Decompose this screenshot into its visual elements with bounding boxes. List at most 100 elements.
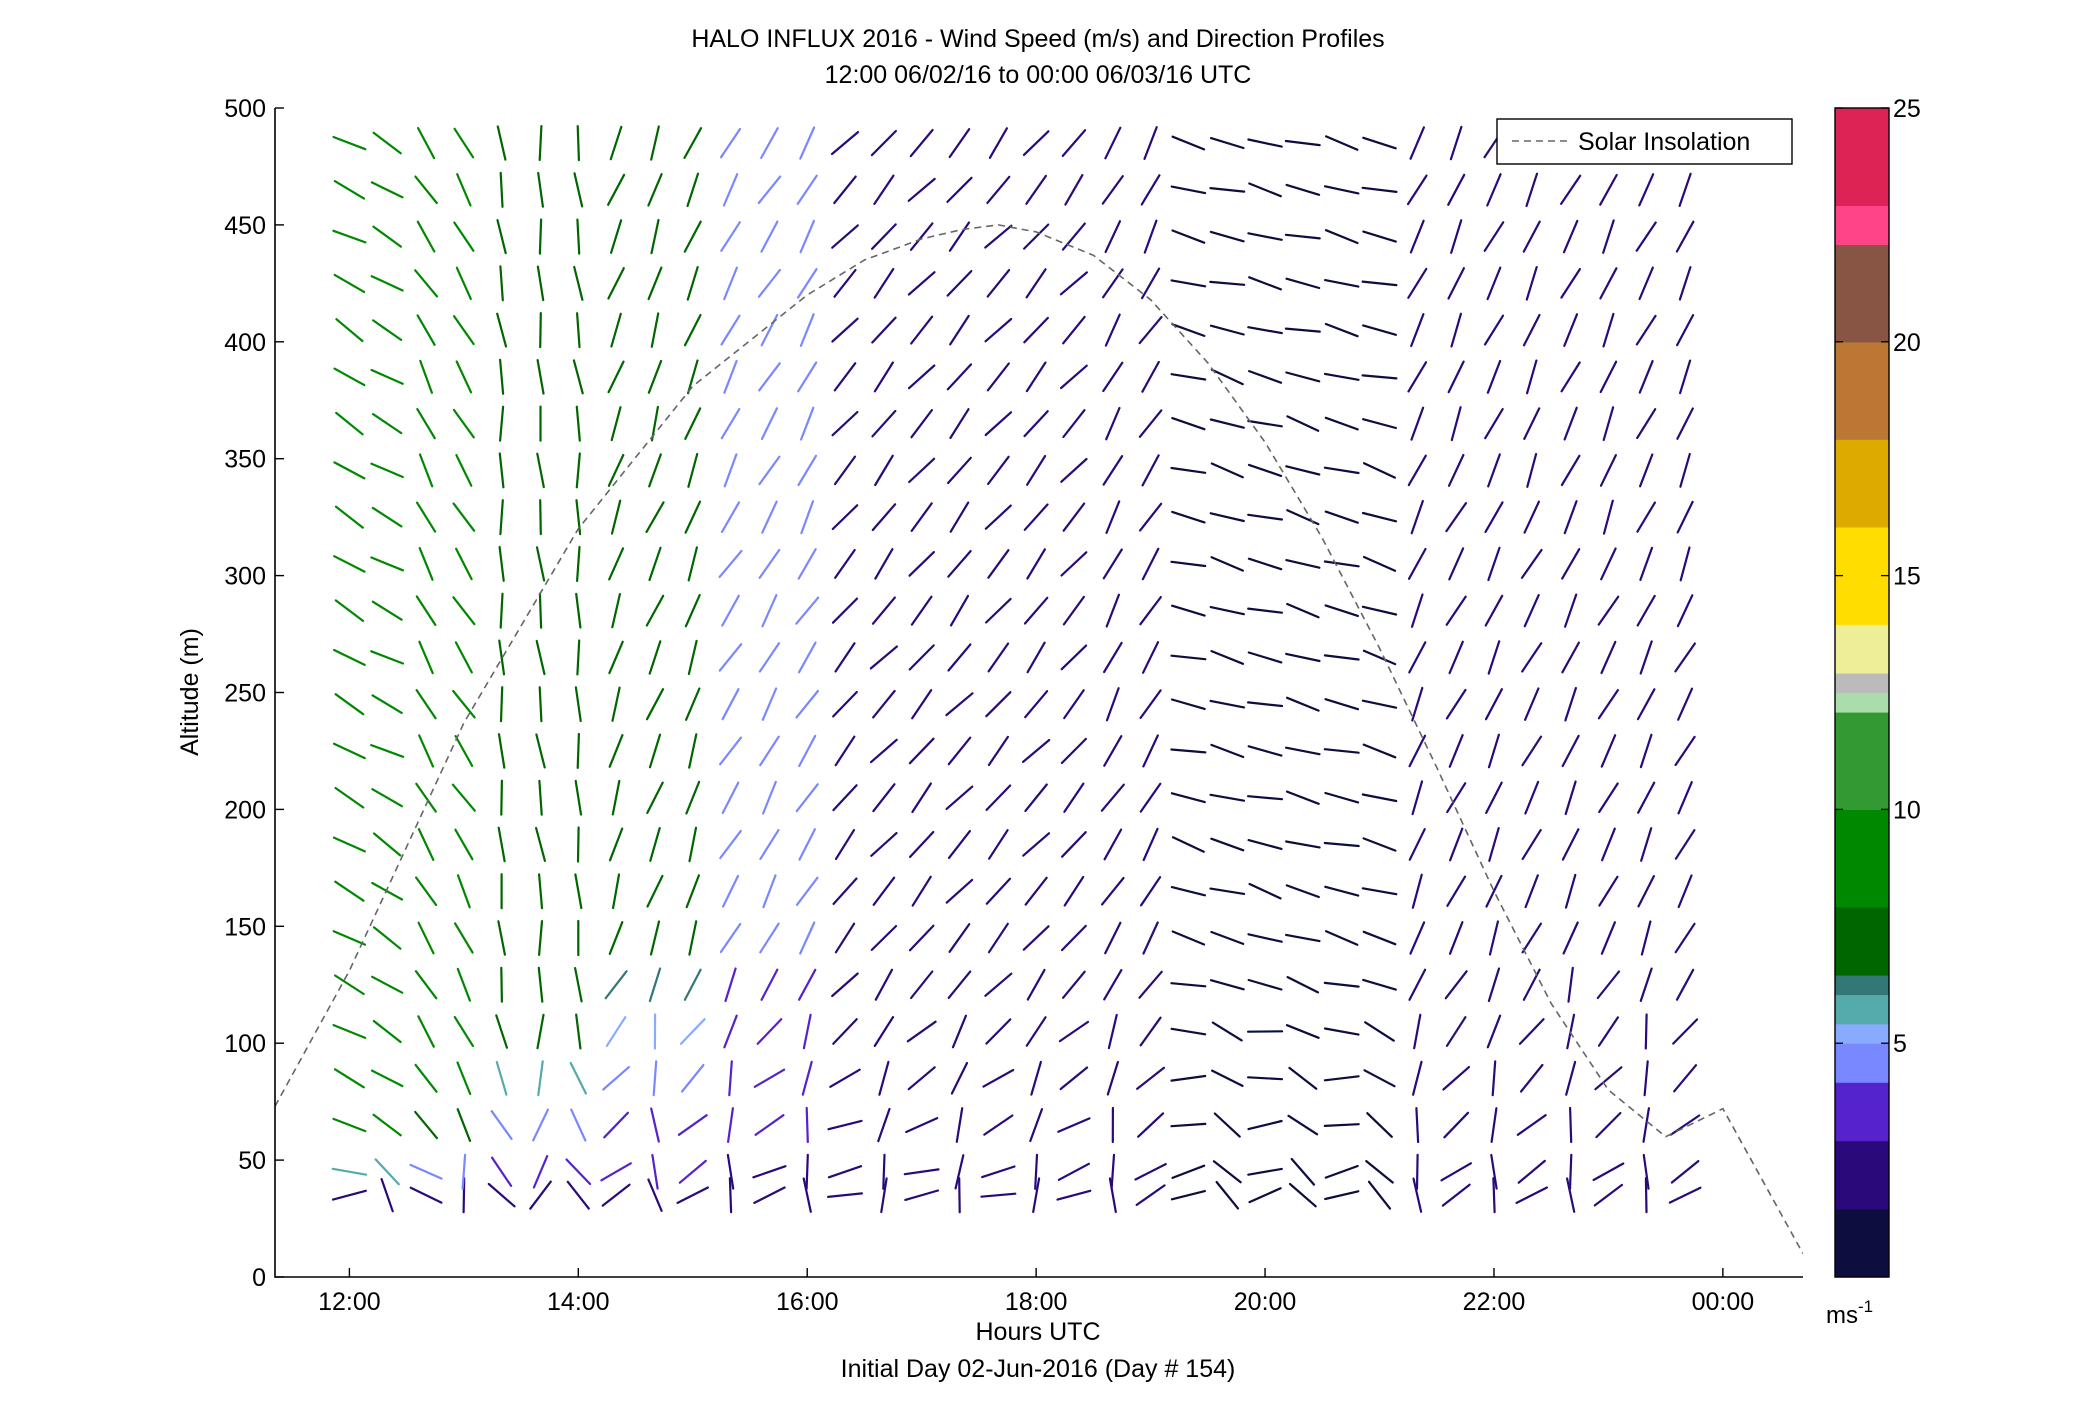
wind-barb	[452, 689, 476, 719]
x-tick-label: 16:00	[776, 1288, 839, 1316]
wind-barb	[538, 218, 543, 255]
wind-barb	[798, 828, 817, 861]
wind-barb	[908, 924, 935, 952]
wind-barb	[880, 1177, 888, 1214]
wind-barb	[869, 645, 899, 670]
wind-barb	[1139, 689, 1162, 720]
wind-barb	[834, 642, 856, 673]
wind-barb	[333, 461, 366, 480]
wind-barb	[911, 875, 932, 907]
wind-barb	[980, 1192, 1017, 1198]
wind-barb	[611, 873, 621, 910]
y-tick-label: 50	[238, 1147, 266, 1175]
wind-barb	[500, 779, 503, 816]
wind-barb	[1105, 500, 1121, 535]
wind-barb	[417, 827, 435, 862]
wind-barb	[757, 175, 782, 205]
colorbar-band	[1835, 1013, 1889, 1025]
wind-barb	[1058, 1020, 1090, 1043]
wind-barb	[646, 874, 664, 908]
wind-barb	[331, 1189, 367, 1201]
wind-barb	[574, 686, 582, 723]
wind-barb	[832, 1018, 858, 1045]
wind-barb	[499, 592, 504, 629]
wind-barb	[986, 269, 1011, 298]
wind-barb	[677, 1114, 708, 1136]
wind-barb	[1102, 641, 1123, 674]
wind-barb	[372, 413, 403, 435]
wind-barb	[1110, 1153, 1116, 1190]
colorbar-band	[1835, 478, 1889, 489]
colorbar-band	[1835, 936, 1889, 947]
wind-barb	[1483, 221, 1505, 252]
colorbar-tick-label: 15	[1893, 563, 1921, 591]
wind-barb	[827, 1165, 863, 1179]
wind-barb	[947, 736, 972, 766]
wind-barb	[372, 926, 402, 950]
wind-barb	[752, 1165, 787, 1179]
wind-barb	[332, 742, 366, 760]
wind-barb	[1248, 182, 1282, 198]
wind-barb	[1521, 922, 1543, 954]
wind-barb	[721, 781, 740, 815]
wind-barb	[724, 967, 737, 1003]
wind-barb	[1361, 374, 1398, 380]
wind-barb	[1599, 454, 1618, 487]
wind-barb	[1022, 832, 1051, 857]
wind-barb	[603, 1111, 630, 1139]
wind-barb	[1487, 546, 1501, 582]
wind-barb	[1410, 406, 1425, 441]
colorbar-band	[1835, 565, 1889, 577]
wind-barb	[418, 453, 434, 488]
colorbar-band	[1835, 877, 1889, 888]
wind-barb	[652, 1060, 658, 1097]
colorbar-band	[1835, 497, 1889, 509]
wind-barb	[1134, 1162, 1167, 1181]
wind-barb	[1599, 267, 1618, 300]
wind-barb	[908, 550, 936, 577]
wind-barb	[1676, 500, 1694, 534]
wind-barb	[456, 1108, 472, 1143]
wind-barb	[453, 127, 475, 159]
wind-barb	[1210, 930, 1245, 946]
wind-barb	[1324, 1164, 1359, 1179]
wind-barb	[1519, 1063, 1544, 1093]
wind-barb	[687, 546, 699, 582]
wind-barb	[573, 265, 584, 301]
wind-barb	[1602, 312, 1615, 348]
wind-barb	[1490, 1107, 1498, 1144]
wind-barb	[1030, 1060, 1043, 1096]
wind-barb	[1600, 827, 1616, 862]
colorbar-gradient	[1835, 108, 1889, 1278]
wind-barb	[874, 454, 894, 487]
wind-barb	[1564, 780, 1577, 816]
wind-barb	[1675, 220, 1695, 253]
wind-barb	[611, 686, 621, 722]
wind-barb	[1286, 975, 1320, 994]
wind-barb	[576, 124, 581, 162]
wind-barb	[1592, 1162, 1625, 1182]
wind-barb	[1523, 500, 1541, 534]
wind-barb	[1674, 829, 1696, 860]
wind-barb	[1057, 1117, 1091, 1133]
wind-barb	[907, 177, 936, 202]
wind-barb	[418, 546, 434, 581]
wind-barb	[1142, 921, 1159, 955]
wind-barb	[1032, 1177, 1041, 1214]
wind-barb	[1062, 315, 1086, 345]
wind-barb	[1491, 1060, 1497, 1097]
wind-barb	[907, 1066, 936, 1091]
wind-barb	[1677, 687, 1694, 721]
wind-barb	[1639, 640, 1653, 675]
wind-barb	[371, 600, 403, 621]
colorbar-band	[1835, 205, 1889, 216]
wind-barb	[679, 1018, 706, 1045]
wind-barb	[647, 1178, 663, 1212]
colorbar-band	[1835, 848, 1889, 859]
wind-barb	[805, 1106, 809, 1144]
wind-barb	[683, 220, 702, 253]
wind-barb	[728, 1060, 733, 1097]
wind-barb	[720, 501, 741, 534]
wind-barb	[1285, 465, 1321, 476]
wind-barb	[1521, 735, 1543, 767]
